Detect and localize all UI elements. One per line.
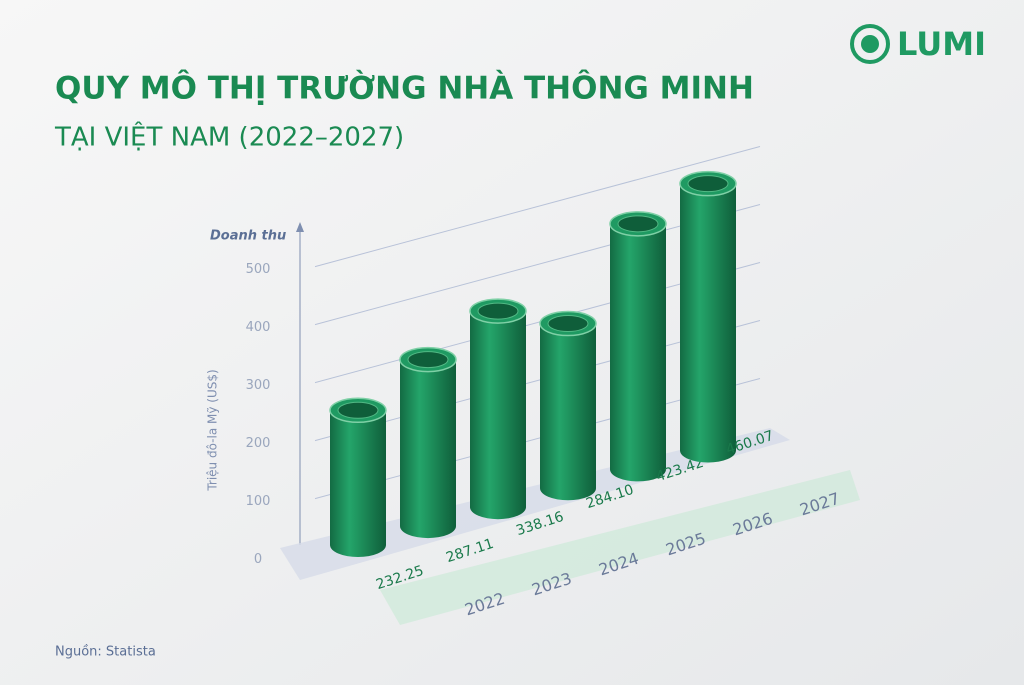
y-tick-label: 100 — [246, 494, 271, 509]
source: Nguồn: Statista — [55, 645, 156, 660]
cylinder-body — [540, 323, 596, 501]
y-tick-label: 200 — [246, 436, 271, 451]
y-axis-arrow — [296, 222, 304, 232]
cylinder-body — [400, 359, 456, 539]
cylinder — [609, 211, 667, 482]
title: QUY MÔ THỊ TRƯỜNG NHÀ THÔNG MINH — [55, 70, 754, 107]
cylinder-hole — [407, 351, 449, 369]
cylinder-hole — [687, 175, 729, 193]
y-tick-label: 400 — [246, 320, 271, 335]
cylinder-hole — [617, 215, 659, 233]
cylinder-hole — [547, 315, 589, 333]
cylinder-hole — [477, 302, 519, 320]
y-tick-label: 300 — [246, 378, 271, 393]
cylinder — [469, 298, 527, 520]
label-strip — [380, 470, 860, 625]
y-label: Triệu đô-la Mỹ (US$) — [206, 369, 220, 491]
cylinder-body — [680, 183, 736, 463]
y-tick-label: 500 — [246, 262, 271, 277]
cylinder — [539, 310, 597, 501]
y-axis-title: Doanh thu — [210, 229, 286, 244]
cylinder-hole — [337, 401, 379, 419]
cylinder-body — [610, 223, 666, 482]
grid-line — [314, 145, 761, 268]
cylinder-body — [470, 311, 526, 520]
cylinder-body — [330, 410, 386, 557]
cylinder — [329, 397, 387, 557]
cylinder — [399, 346, 457, 539]
subtitle: TẠI VIỆT NAM (2022–2027) — [54, 121, 404, 153]
brand: LUMI — [897, 25, 986, 63]
cylinder — [679, 170, 737, 463]
logo: LUMI — [850, 24, 986, 64]
y-tick-label: 0 — [254, 552, 262, 567]
